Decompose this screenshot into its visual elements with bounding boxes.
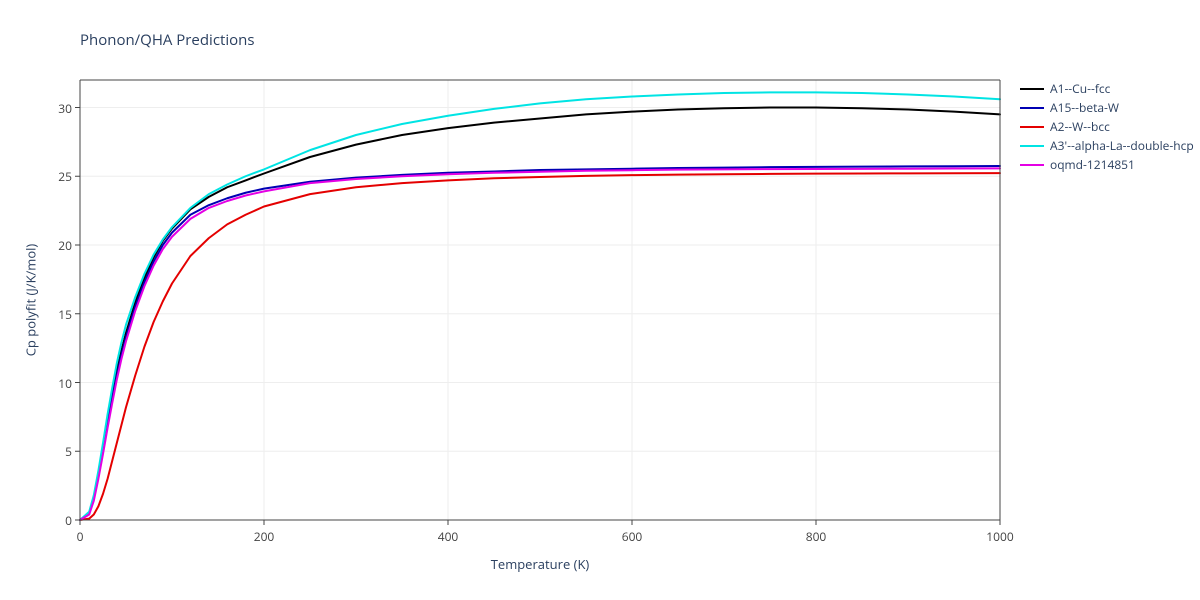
x-tick-label: 400 [428, 528, 468, 545]
chart-svg [80, 80, 1000, 520]
chart-title: Phonon/QHA Predictions [80, 30, 255, 50]
y-axis-label-text: Cp polyfit (J/K/mol) [21, 244, 39, 357]
plot-area [80, 80, 1000, 520]
legend: A1--Cu--fccA15--beta-WA2--W--bccA3'--alp… [1020, 80, 1194, 175]
legend-item[interactable]: A15--beta-W [1020, 99, 1194, 117]
legend-label: A15--beta-W [1050, 99, 1119, 117]
y-tick-label: 20 [40, 237, 72, 254]
series-line[interactable] [80, 168, 1000, 520]
y-tick-label: 25 [40, 168, 72, 185]
legend-swatch [1020, 145, 1044, 147]
legend-label: oqmd-1214851 [1050, 156, 1135, 174]
y-tick-label: 30 [40, 100, 72, 117]
legend-swatch [1020, 164, 1044, 166]
x-tick-label: 200 [244, 528, 284, 545]
series-line[interactable] [80, 166, 1000, 520]
y-tick-label: 0 [40, 512, 72, 529]
y-axis-label: Cp polyfit (J/K/mol) [20, 80, 40, 520]
legend-item[interactable]: oqmd-1214851 [1020, 156, 1194, 174]
y-tick-label: 15 [40, 306, 72, 323]
x-tick-label: 0 [60, 528, 100, 545]
y-tick-label: 5 [40, 443, 72, 460]
x-tick-label: 600 [612, 528, 652, 545]
legend-swatch [1020, 126, 1044, 128]
legend-swatch [1020, 88, 1044, 90]
legend-label: A1--Cu--fcc [1050, 80, 1110, 98]
legend-label: A2--W--bcc [1050, 118, 1110, 136]
legend-swatch [1020, 107, 1044, 109]
legend-item[interactable]: A1--Cu--fcc [1020, 80, 1194, 98]
legend-item[interactable]: A3'--alpha-La--double-hcp [1020, 137, 1194, 155]
legend-item[interactable]: A2--W--bcc [1020, 118, 1194, 136]
y-tick-label: 10 [40, 375, 72, 392]
legend-label: A3'--alpha-La--double-hcp [1050, 137, 1194, 155]
x-tick-label: 800 [796, 528, 836, 545]
series-line[interactable] [80, 92, 1000, 520]
x-tick-label: 1000 [980, 528, 1020, 545]
series-line[interactable] [80, 173, 1000, 520]
x-axis-label: Temperature (K) [80, 555, 1000, 573]
